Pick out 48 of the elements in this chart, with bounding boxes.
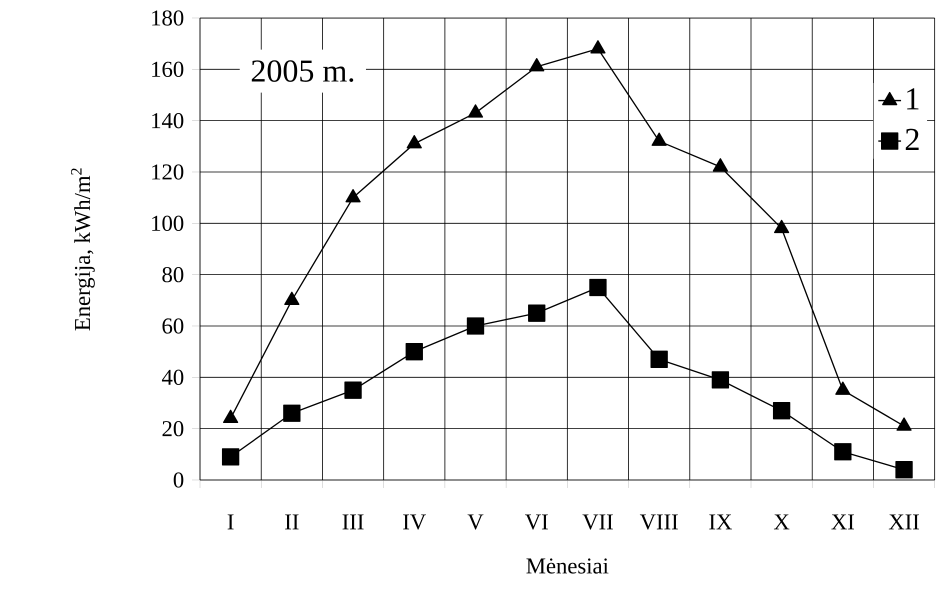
point <box>528 304 546 322</box>
point <box>283 404 301 422</box>
point <box>774 220 790 234</box>
x-tick-label: VII <box>582 514 613 530</box>
x-tick-label: II <box>285 514 299 530</box>
x-tick-label: IV <box>403 514 426 530</box>
point <box>895 461 913 478</box>
point <box>650 350 668 368</box>
y-tick-label: 0 <box>174 472 184 488</box>
annotation: 2005 m. <box>252 60 354 82</box>
y-tick-label: 80 <box>162 267 184 282</box>
point <box>222 448 240 466</box>
x-tick-label: VI <box>525 514 548 530</box>
x-tick-label: VIII <box>640 514 678 530</box>
y-tick-label: 140 <box>152 113 184 128</box>
point <box>406 135 422 148</box>
y-axis-title: Energija, kWh/m$^{2}$ <box>71 168 95 330</box>
point <box>284 292 300 305</box>
y-tick-label: 180 <box>152 10 184 26</box>
point <box>834 443 852 460</box>
point <box>529 58 544 72</box>
legend-label: 2 <box>906 128 919 150</box>
x-tick-label: IX <box>709 514 732 530</box>
point <box>589 278 607 296</box>
x-axis-title: Mėnesiai <box>526 558 608 574</box>
point <box>468 104 484 118</box>
point <box>406 342 423 360</box>
y-tick-label: 100 <box>152 216 184 231</box>
x-tick-label: I <box>228 514 234 530</box>
y-tick-label: 120 <box>152 164 184 180</box>
point <box>652 132 667 146</box>
x-tick-label: X <box>774 514 790 530</box>
x-tick-label: III <box>342 514 364 530</box>
point <box>772 402 790 420</box>
point <box>466 317 484 335</box>
x-tick-label: XI <box>831 514 854 530</box>
point <box>345 188 361 202</box>
x-tick-label: XII <box>888 514 919 530</box>
x-tick-label: V <box>468 514 484 530</box>
y-tick-label: 60 <box>162 318 184 334</box>
point <box>590 40 606 54</box>
point <box>712 158 728 172</box>
y-tick-label: 40 <box>162 370 184 385</box>
legend-label: 1 <box>907 88 918 110</box>
point <box>344 381 362 399</box>
point <box>712 371 730 389</box>
y-tick-label: 20 <box>162 421 184 436</box>
y-tick-label: 160 <box>152 62 184 77</box>
